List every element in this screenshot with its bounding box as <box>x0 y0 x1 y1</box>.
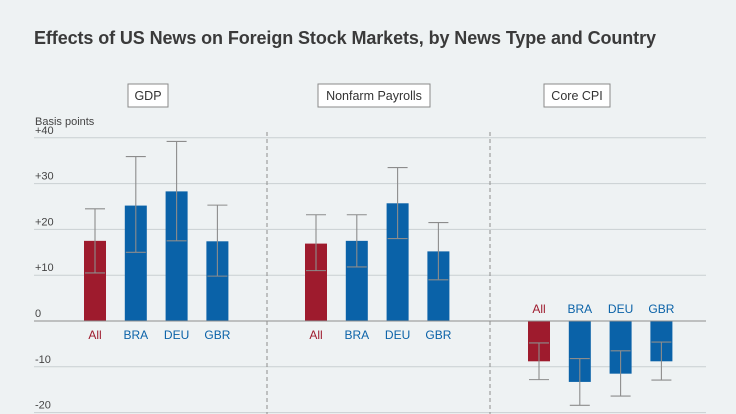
category-label: All <box>88 328 101 342</box>
y-tick-label: +30 <box>35 171 54 183</box>
category-label: BRA <box>123 328 148 342</box>
bars <box>84 191 673 382</box>
y-tick-label: 0 <box>35 308 41 320</box>
bar <box>206 241 229 321</box>
category-label: All <box>309 328 322 342</box>
gridlines <box>34 137 706 414</box>
bar <box>528 321 550 362</box>
y-tick-label: +10 <box>35 262 54 274</box>
category-label: GBR <box>204 328 230 342</box>
bar <box>84 240 106 321</box>
category-label: BRA <box>344 328 369 342</box>
category-label: GBR <box>425 328 451 342</box>
bar <box>650 321 673 362</box>
category-label: GBR <box>648 302 674 316</box>
error-bars <box>85 140 672 406</box>
y-axis-label: Basis points <box>35 116 95 128</box>
bar <box>124 205 147 321</box>
y-tick-label: -20 <box>35 400 51 412</box>
category-label: DEU <box>608 302 633 316</box>
y-tick-label: +40 <box>35 125 54 137</box>
bar <box>165 191 188 321</box>
panel-label-box <box>317 83 431 108</box>
panel-label: GDP <box>134 89 161 103</box>
category-label: BRA <box>567 302 592 316</box>
panel-label-box <box>543 83 611 108</box>
bar <box>345 240 368 321</box>
bar <box>568 321 591 382</box>
category-label: DEU <box>385 328 410 342</box>
bar <box>386 203 409 321</box>
labels: +40 +30 +20 +10 0 -10 -20 GDP All BRA DEU GBR Nonfar… <box>35 83 675 412</box>
y-tick-label: -10 <box>35 354 51 366</box>
panel-label-box <box>127 83 169 108</box>
bar <box>305 243 327 321</box>
panel-label: Core CPI <box>551 89 602 103</box>
chart-title: Effects of US News on Foreign Stock Mark… <box>34 28 656 48</box>
panel-label: Nonfarm Payrolls <box>326 89 422 103</box>
panel-dividers <box>266 132 491 414</box>
bar <box>609 321 632 374</box>
bar <box>427 251 450 321</box>
category-label: DEU <box>164 328 189 342</box>
category-label: All <box>532 302 545 316</box>
y-tick-label: +20 <box>35 216 54 228</box>
